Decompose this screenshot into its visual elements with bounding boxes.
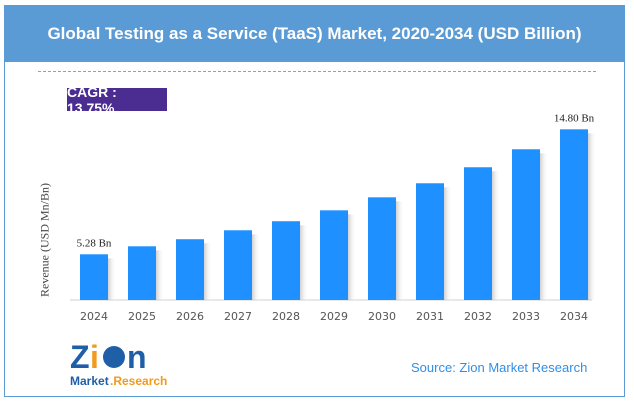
bar-2028	[272, 221, 300, 300]
x-tick-label: 2026	[176, 310, 204, 323]
chart-frame	[4, 5, 625, 397]
data-label: 14.80 Bn	[554, 112, 595, 124]
x-tick-label: 2027	[224, 310, 252, 323]
x-tick-label: 2031	[416, 310, 444, 323]
source-note: Source: Zion Market Research	[411, 360, 588, 375]
bar-shadow	[156, 250, 164, 300]
bar-shadow	[300, 225, 308, 300]
x-tick-label: 2034	[560, 310, 588, 323]
svg-text:i: i	[90, 339, 99, 375]
bar-shadow	[588, 133, 596, 300]
bar-shadow	[348, 214, 356, 300]
svg-text:.Research: .Research	[110, 374, 167, 388]
bar-2032	[464, 167, 492, 300]
bar-2024	[80, 254, 108, 300]
bar-2025	[128, 246, 156, 300]
bar-shadow	[204, 243, 212, 300]
x-tick-label: 2030	[368, 310, 396, 323]
bar-shadow	[396, 201, 404, 300]
zion-logo: Z i n Market .Research	[70, 339, 167, 388]
svg-text:n: n	[127, 339, 147, 375]
bar-shadow	[444, 187, 452, 300]
chart-title: Global Testing as a Service (TaaS) Marke…	[5, 6, 624, 62]
data-label: 5.28 Bn	[77, 237, 112, 249]
bar-2026	[176, 239, 204, 300]
bar-shadow	[492, 171, 500, 300]
bar-shadow	[540, 153, 548, 300]
x-tick-label: 2028	[272, 310, 300, 323]
x-tick-label: 2033	[512, 310, 540, 323]
bar-2034	[560, 129, 588, 300]
x-tick-label: 2025	[128, 310, 156, 323]
svg-text:Z: Z	[70, 339, 90, 375]
bar-2033	[512, 149, 540, 300]
bar-shadow	[108, 258, 116, 300]
x-tick-label: 2032	[464, 310, 492, 323]
svg-text:Market: Market	[70, 374, 109, 388]
divider	[38, 71, 596, 72]
bar-2027	[224, 230, 252, 300]
bar-2031	[416, 183, 444, 300]
x-tick-label: 2024	[80, 310, 108, 323]
bar-shadow	[252, 234, 260, 300]
x-tick-label: 2029	[320, 310, 348, 323]
bar-2029	[320, 210, 348, 300]
bar-2030	[368, 197, 396, 300]
